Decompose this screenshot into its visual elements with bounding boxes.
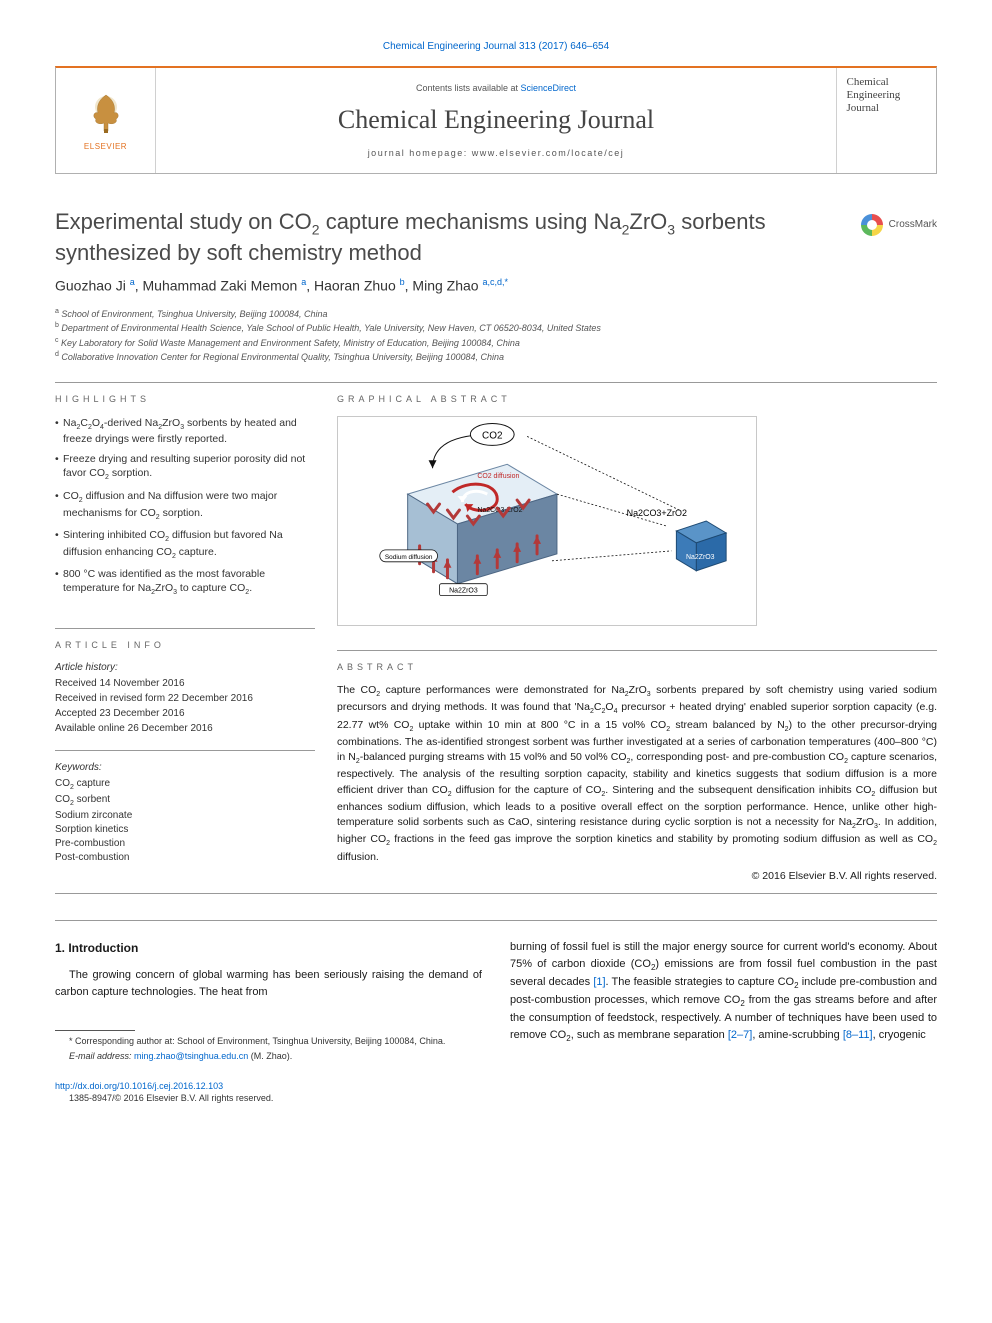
graphical-svg: CO2 CO2 d	[338, 416, 756, 626]
rule-ai	[55, 628, 315, 629]
affiliation-line: c Key Laboratory for Solid Waste Managem…	[55, 336, 937, 350]
keywords: Keywords: CO2 captureCO2 sorbentSodium z…	[55, 750, 315, 865]
abstract-body: The CO2 capture performances were demons…	[337, 683, 937, 865]
sciencedirect-link[interactable]: ScienceDirect	[521, 83, 577, 93]
homepage-line: journal homepage: www.elsevier.com/locat…	[368, 147, 625, 160]
highlights-heading: HIGHLIGHTS	[55, 393, 315, 406]
contents-line: Contents lists available at ScienceDirec…	[416, 82, 576, 95]
cover-line1: Chemical	[847, 76, 927, 89]
highlight-item: Freeze drying and resulting superior por…	[55, 452, 315, 483]
crossmark-label: CrossMark	[889, 218, 937, 232]
ga-co2-label: CO2	[482, 430, 503, 441]
abstract-heading: ABSTRACT	[337, 661, 937, 674]
keyword-item: CO2 capture	[55, 777, 315, 793]
email-suffix: (M. Zhao).	[248, 1051, 292, 1061]
publisher-cell: ELSEVIER	[56, 68, 156, 173]
elsevier-tree-icon	[82, 89, 130, 137]
rule-lower	[55, 920, 937, 921]
highlight-item: Na2C2O4-derived Na2ZrO3 sorbents by heat…	[55, 416, 315, 447]
highlight-item: Sintering inhibited CO2 diffusion but fa…	[55, 528, 315, 561]
email-label: E-mail address:	[69, 1051, 134, 1061]
rule-kw	[55, 750, 315, 751]
journal-reference: Chemical Engineering Journal 313 (2017) …	[55, 40, 937, 54]
corresponding-note: * Corresponding author at: School of Env…	[55, 1035, 482, 1047]
crossmark[interactable]: CrossMark	[861, 208, 937, 236]
crossmark-icon	[861, 214, 883, 236]
ga-right-sum: Na2CO3+ZrO2	[627, 508, 687, 518]
keywords-head: Keywords:	[55, 761, 315, 775]
masthead: ELSEVIER Contents lists available at Sci…	[55, 66, 937, 174]
intro-heading: 1. Introduction	[55, 939, 482, 957]
affiliations: a School of Environment, Tsinghua Univer…	[55, 307, 937, 364]
homepage-url: www.elsevier.com/locate/cej	[472, 148, 625, 158]
keyword-item: Pre-combustion	[55, 837, 315, 851]
online-date: Available online 26 December 2016	[55, 722, 315, 736]
ga-bottom-label: Na2ZrO3	[449, 587, 478, 594]
accepted-date: Accepted 23 December 2016	[55, 707, 315, 721]
affiliation-line: d Collaborative Innovation Center for Re…	[55, 350, 937, 364]
highlight-item: CO2 diffusion and Na diffusion were two …	[55, 489, 315, 522]
graphical-heading: GRAPHICAL ABSTRACT	[337, 393, 937, 406]
article-info-heading: ARTICLE INFO	[55, 639, 315, 652]
graphical-abstract: CO2 CO2 d	[337, 416, 757, 626]
affiliation-line: b Department of Environmental Health Sci…	[55, 321, 937, 335]
homepage-prefix: journal homepage:	[368, 148, 472, 158]
contents-prefix: Contents lists available at	[416, 83, 521, 93]
rule-top	[55, 382, 937, 383]
journal-cover: Chemical Engineering Journal	[847, 76, 927, 166]
doi-block: http://dx.doi.org/10.1016/j.cej.2016.12.…	[55, 1080, 482, 1105]
journal-ref-link[interactable]: Chemical Engineering Journal 313 (2017) …	[383, 41, 609, 52]
keywords-list: CO2 captureCO2 sorbentSodium zirconateSo…	[55, 777, 315, 865]
ga-co2-diffusion: CO2 diffusion	[477, 473, 519, 480]
cover-line3: Journal	[847, 102, 927, 115]
email-link[interactable]: ming.zhao@tsinghua.edu.cn	[134, 1051, 248, 1061]
cover-line2: Engineering	[847, 89, 927, 102]
journal-cover-cell: Chemical Engineering Journal	[836, 68, 936, 173]
affiliation-line: a School of Environment, Tsinghua Univer…	[55, 307, 937, 321]
keyword-item: Post-combustion	[55, 851, 315, 865]
publisher-label: ELSEVIER	[84, 141, 127, 152]
highlights-list: Na2C2O4-derived Na2ZrO3 sorbents by heat…	[55, 416, 315, 598]
doi-link[interactable]: http://dx.doi.org/10.1016/j.cej.2016.12.…	[55, 1081, 223, 1091]
journal-name: Chemical Engineering Journal	[338, 102, 654, 138]
keyword-item: Sorption kinetics	[55, 823, 315, 837]
history-head: Article history:	[55, 661, 315, 675]
footnotes: * Corresponding author at: School of Env…	[55, 1030, 482, 1061]
rule-abs-top	[337, 650, 937, 651]
revised-date: Received in revised form 22 December 201…	[55, 692, 315, 706]
issn-line: 1385-8947/© 2016 Elsevier B.V. All right…	[55, 1093, 482, 1105]
intro-para-left: The growing concern of global warming ha…	[55, 967, 482, 1000]
keyword-item: Sodium zirconate	[55, 809, 315, 823]
ga-sodium-diffusion: Sodium diffusion	[385, 553, 433, 560]
copyright: © 2016 Elsevier B.V. All rights reserved…	[337, 869, 937, 884]
keyword-item: CO2 sorbent	[55, 793, 315, 809]
received-date: Received 14 November 2016	[55, 677, 315, 691]
article-title: Experimental study on CO2 capture mechan…	[55, 208, 849, 266]
highlight-item: 800 °C was identified as the most favora…	[55, 567, 315, 598]
authors: Guozhao Ji a, Muhammad Zaki Memon a, Hao…	[55, 276, 937, 296]
ga-cube-label: Na2ZrO3	[686, 553, 715, 560]
rule-abs-bottom	[55, 893, 937, 894]
article-info: Article history: Received 14 November 20…	[55, 661, 315, 736]
intro-para-right: burning of fossil fuel is still the majo…	[510, 939, 937, 1045]
